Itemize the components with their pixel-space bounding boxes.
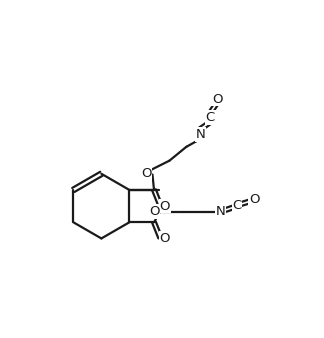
Text: C: C	[206, 111, 215, 124]
Text: N: N	[215, 205, 225, 218]
Text: O: O	[159, 232, 170, 245]
Text: O: O	[212, 93, 222, 105]
Text: O: O	[159, 200, 170, 213]
Text: N: N	[195, 128, 205, 141]
Text: O: O	[249, 193, 260, 206]
Text: C: C	[233, 199, 242, 212]
Text: O: O	[141, 167, 152, 180]
Text: O: O	[149, 205, 159, 218]
